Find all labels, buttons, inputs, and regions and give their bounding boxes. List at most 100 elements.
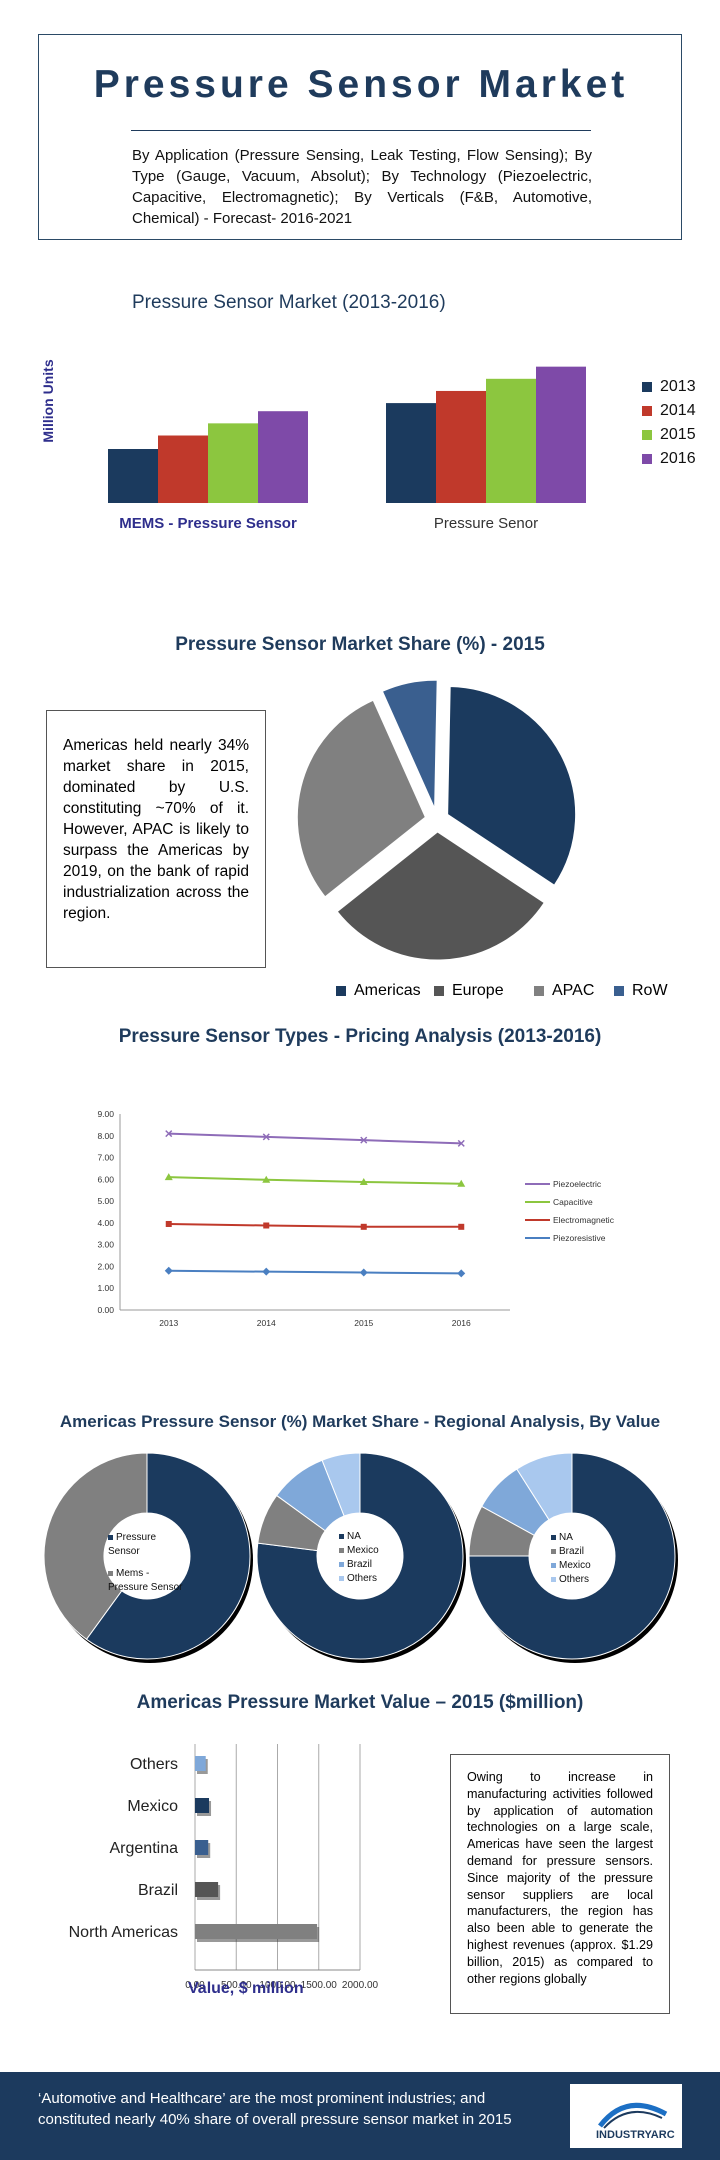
bar xyxy=(208,423,258,503)
line-chart: 0.00 1.00 2.00 3.00 4.00 5.00 6.00 7.00 8.00 9.00… xyxy=(97,1109,615,1328)
legend-label: Brazil xyxy=(559,1546,585,1557)
pie-slice xyxy=(381,679,438,809)
y-tick-label: 3.00 xyxy=(97,1240,114,1250)
legend-swatch xyxy=(642,429,652,440)
page-subtitle: By Application (Pressure Sensing, Leak T… xyxy=(132,147,592,227)
bar-category-label: North Americas xyxy=(69,1924,178,1941)
legend-item: Mexico xyxy=(339,1544,379,1558)
page-title: Pressure Sensor Market xyxy=(93,63,629,106)
hbar-chart-title: Americas Pressure Market Value – 2015 ($… xyxy=(136,1692,584,1713)
industryarc-logo: INDUSTRYARC xyxy=(570,2084,682,2148)
data-point xyxy=(457,1139,465,1147)
donut-hole xyxy=(317,1513,403,1599)
legend-item: Americas xyxy=(336,982,421,1000)
header-box: Pressure Sensor Market By Application (P… xyxy=(38,34,682,240)
data-point xyxy=(457,1179,466,1187)
legend-label: 2013 xyxy=(660,378,696,395)
legend-item: Others xyxy=(339,1572,379,1586)
legend-label: 2014 xyxy=(660,402,696,419)
legend-swatch xyxy=(551,1548,556,1554)
legend-item: NA xyxy=(339,1530,379,1544)
legend-label: Mexico xyxy=(347,1545,379,1556)
pie-slice xyxy=(296,699,426,898)
legend-item: Mems - Pressure Sensor xyxy=(108,1567,188,1595)
bar xyxy=(108,449,158,503)
y-tick-label: 6.00 xyxy=(97,1174,114,1184)
legend-swatch xyxy=(339,1575,344,1581)
bar xyxy=(536,366,586,503)
legend-label: Capacitive xyxy=(553,1197,593,1207)
legend-label: NA xyxy=(559,1532,573,1543)
legend-swatch xyxy=(339,1533,344,1539)
y-tick-label: 1.00 xyxy=(97,1283,114,1293)
legend-swatch xyxy=(339,1561,344,1567)
x-tick-label: 2014 xyxy=(257,1318,276,1328)
y-tick-label: 5.00 xyxy=(97,1196,114,1206)
donut-legend-1: Pressure Sensor Mems - Pressure Sensor xyxy=(108,1531,188,1603)
legend-item: 2013 xyxy=(642,378,696,396)
bar-category-label: Pressure Senor xyxy=(434,515,538,532)
legend-swatch xyxy=(614,985,624,996)
y-tick-label: 9.00 xyxy=(97,1109,114,1119)
x-tick-label: 2000.00 xyxy=(342,1980,379,1991)
x-tick-label: 500.00 xyxy=(221,1980,252,1991)
donut-charts-title: Americas Pressure Sensor (%) Market Shar… xyxy=(59,1412,661,1431)
data-point xyxy=(457,1269,466,1278)
x-tick-label: 1000.00 xyxy=(259,1980,296,1991)
footer-banner: ‘Automotive and Healthcare’ are the most… xyxy=(0,2072,720,2160)
x-tick-label: 0.00 xyxy=(185,1980,205,1991)
pie-slice xyxy=(447,685,577,886)
market-value-callout: Owing to increase in manufacturing activ… xyxy=(450,1754,670,2014)
y-tick-label: 0.00 xyxy=(97,1305,114,1315)
bar-category-label: Argentina xyxy=(110,1840,179,1857)
y-tick-label: 4.00 xyxy=(97,1218,114,1228)
legend-item: 2016 xyxy=(642,450,696,468)
data-point xyxy=(262,1133,270,1141)
legend-label: Brazil xyxy=(347,1559,373,1570)
legend-label: Pressure Sensor xyxy=(108,1532,157,1557)
data-point xyxy=(262,1175,271,1183)
bar-category-label: Brazil xyxy=(138,1882,178,1899)
legend-item: 2015 xyxy=(642,426,696,444)
y-tick-label: 2.00 xyxy=(97,1261,114,1271)
legend-swatch xyxy=(108,1534,113,1540)
legend-swatch xyxy=(434,985,444,996)
legend-label: NA xyxy=(347,1531,361,1542)
legend-item: APAC xyxy=(534,982,594,1000)
y-tick-label: 7.00 xyxy=(97,1153,114,1163)
legend-label: Others xyxy=(559,1574,590,1585)
legend-swatch xyxy=(339,1547,344,1553)
bar xyxy=(195,1756,206,1771)
donut-legend-2: NA Mexico Brazil Others xyxy=(339,1530,379,1586)
legend-label: 2015 xyxy=(660,426,696,443)
legend-label: 2016 xyxy=(660,450,696,467)
legend-label: Europe xyxy=(452,982,504,999)
legend-item: RoW xyxy=(614,982,668,1000)
legend-item: NA xyxy=(551,1531,591,1545)
legend-swatch xyxy=(551,1562,556,1568)
bar xyxy=(195,1798,210,1813)
legend-swatch xyxy=(551,1576,556,1582)
legend-item: Brazil xyxy=(339,1558,379,1572)
legend-label: Mexico xyxy=(559,1560,591,1571)
bar xyxy=(436,390,486,503)
legend-swatch xyxy=(642,381,652,392)
pie-chart-title: Pressure Sensor Market Share (%) - 2015 xyxy=(175,634,545,655)
data-point xyxy=(263,1222,270,1229)
logo-icon: INDUSTRYARC xyxy=(596,2102,675,2141)
data-point xyxy=(360,1223,367,1230)
legend-item: Pressure Sensor xyxy=(108,1531,188,1559)
series-line xyxy=(168,1176,462,1185)
legend-label: Piezoelectric xyxy=(553,1179,602,1189)
legend-label: Others xyxy=(347,1573,378,1584)
legend-label: Electromagnetic xyxy=(553,1215,615,1225)
legend-item: Europe xyxy=(434,982,504,1000)
x-tick-label: 2015 xyxy=(354,1318,373,1328)
legend-swatch xyxy=(336,985,346,996)
series-line xyxy=(168,1269,462,1275)
bar-chart: MEMS - Pressure Sensor Pressure Senor xyxy=(108,366,586,532)
data-point xyxy=(360,1136,368,1144)
y-tick-label: 8.00 xyxy=(97,1131,114,1141)
bar-chart-title: Pressure Sensor Market (2013-2016) xyxy=(132,292,446,313)
title-divider xyxy=(131,130,591,131)
